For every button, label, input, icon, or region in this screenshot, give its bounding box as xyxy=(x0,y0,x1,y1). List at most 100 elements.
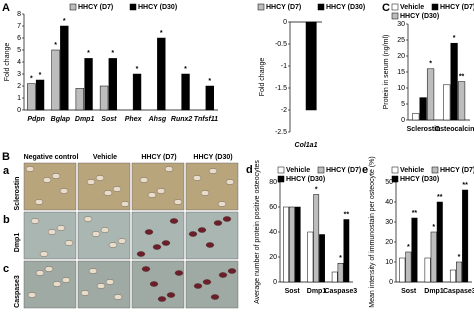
significance-label: * xyxy=(160,30,163,37)
cell xyxy=(144,229,154,235)
cell xyxy=(210,294,220,300)
cell xyxy=(83,216,93,222)
bar xyxy=(450,42,458,121)
x-tick-label: Caspase3 xyxy=(324,288,357,295)
bar xyxy=(288,206,295,283)
bar xyxy=(436,201,443,283)
y-axis-label: Fold change xyxy=(259,58,266,97)
significance-label: ** xyxy=(412,210,418,217)
legend-label: Vehicle xyxy=(400,4,424,11)
bar xyxy=(331,271,338,283)
y-tick-label: 5 xyxy=(17,47,21,54)
bar xyxy=(132,73,142,111)
row-label: Sclerostin xyxy=(14,177,21,211)
bar xyxy=(294,206,301,283)
cell xyxy=(44,266,54,272)
cell xyxy=(64,240,74,246)
bar xyxy=(27,83,36,111)
significance-label: * xyxy=(39,72,42,79)
legend-swatch xyxy=(431,166,439,174)
cell xyxy=(202,279,212,285)
significance-label: ** xyxy=(462,182,468,189)
bar xyxy=(60,25,69,111)
cell xyxy=(205,242,215,248)
legend-swatch xyxy=(317,3,325,11)
bar xyxy=(313,194,320,283)
cell xyxy=(42,177,52,183)
cell xyxy=(120,201,130,207)
significance-label: * xyxy=(87,50,90,57)
bar xyxy=(305,21,317,111)
significance-label: * xyxy=(136,66,139,73)
significance-label: ** xyxy=(344,211,350,218)
cell xyxy=(173,199,183,205)
cell xyxy=(47,229,57,235)
row-label: Dmp1 xyxy=(14,233,21,253)
cell xyxy=(217,201,227,207)
bar xyxy=(181,73,190,111)
y-tick-label: 5 xyxy=(401,101,405,108)
y-tick-label: 30 xyxy=(385,219,393,226)
legend-label: HHCY (D30) xyxy=(286,176,325,183)
legend-swatch xyxy=(391,175,399,183)
significance-label: * xyxy=(54,42,57,49)
significance-label: * xyxy=(432,224,435,231)
x-tick-label: Sost xyxy=(285,288,301,295)
y-axis-label: Fold change xyxy=(4,43,11,82)
legend-swatch xyxy=(391,166,399,174)
cell xyxy=(34,199,44,205)
cell xyxy=(174,270,184,276)
y-tick-label: 3 xyxy=(17,71,21,78)
bar xyxy=(443,84,451,121)
cell xyxy=(188,231,198,237)
significance-label: * xyxy=(458,254,461,261)
significance-label: * xyxy=(453,35,456,42)
column-label: HHCY (D7) xyxy=(141,154,176,161)
x-tick-label: Sclerostin xyxy=(407,126,441,133)
bar xyxy=(343,219,350,283)
y-axis-label: Mean intensity of immunostain per osteoc… xyxy=(369,156,376,307)
cell xyxy=(136,251,146,257)
x-tick-label: Runx2 xyxy=(171,116,193,123)
y-axis-label: Average number of protein positive osteo… xyxy=(254,160,261,304)
y-tick-label: 10 xyxy=(397,85,405,92)
bar xyxy=(456,261,463,283)
x-tick-label: Tnfsf11 xyxy=(194,116,218,123)
bar xyxy=(411,217,418,283)
cell xyxy=(51,173,61,179)
significance-label: * xyxy=(407,244,410,251)
cell xyxy=(197,227,207,233)
y-tick-label: 40 xyxy=(385,199,393,206)
y-tick-label: 20 xyxy=(397,53,405,60)
bar xyxy=(205,85,214,111)
y-tick-label: 6 xyxy=(17,35,21,42)
y-tick-label: 10 xyxy=(385,259,393,266)
y-tick-label: 7 xyxy=(17,23,21,30)
y-tick-label: 0 xyxy=(17,107,21,114)
significance-label: ** xyxy=(437,194,443,201)
x-tick-label: Sost xyxy=(401,288,417,295)
micrograph xyxy=(185,260,239,309)
cell xyxy=(227,268,237,274)
x-tick-label: Dmp1 xyxy=(424,288,444,295)
y-axis-label: Protein in serum (ng/ml) xyxy=(383,35,390,110)
cell xyxy=(30,218,40,224)
y-tick-label: 1 xyxy=(17,95,21,102)
row-letter: a xyxy=(3,165,10,177)
panel-letter: d xyxy=(246,164,253,176)
panel-letter: C xyxy=(382,2,390,14)
legend-swatch xyxy=(69,3,77,11)
cell xyxy=(96,283,106,289)
legend-label: HHCY (D30) xyxy=(326,4,365,11)
bar xyxy=(35,79,45,111)
x-tick-label: Dmp1 xyxy=(307,288,327,295)
x-tick-label: Sost xyxy=(101,116,117,123)
bar xyxy=(430,231,437,283)
cell xyxy=(112,186,122,192)
y-tick-label: 4 xyxy=(17,59,21,66)
y-tick-label: 20 xyxy=(385,239,393,246)
cell xyxy=(61,277,71,283)
bar xyxy=(405,251,412,283)
legend-swatch xyxy=(277,175,285,183)
